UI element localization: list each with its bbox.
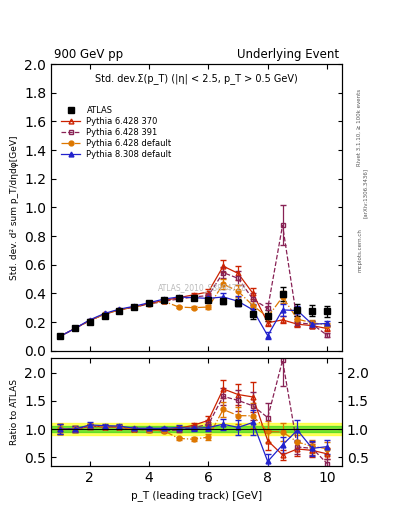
Legend: ATLAS, Pythia 6.428 370, Pythia 6.428 391, Pythia 6.428 default, Pythia 8.308 de: ATLAS, Pythia 6.428 370, Pythia 6.428 39…: [58, 102, 175, 163]
Text: ATLAS_2010_S8894728: ATLAS_2010_S8894728: [158, 283, 247, 292]
X-axis label: p_T (leading track) [GeV]: p_T (leading track) [GeV]: [131, 490, 262, 501]
Y-axis label: Ratio to ATLAS: Ratio to ATLAS: [10, 379, 19, 445]
Text: mcplots.cern.ch: mcplots.cern.ch: [357, 228, 362, 272]
Text: Underlying Event: Underlying Event: [237, 48, 339, 61]
Y-axis label: Std. dev. d² sum p_T/dηdφ[GeV]: Std. dev. d² sum p_T/dηdφ[GeV]: [9, 135, 18, 280]
Text: Rivet 3.1.10, ≥ 100k events: Rivet 3.1.10, ≥ 100k events: [357, 89, 362, 166]
Text: [arXiv:1306.3436]: [arXiv:1306.3436]: [363, 168, 368, 218]
Bar: [51, 423, 342, 435]
Text: 900 GeV pp: 900 GeV pp: [54, 48, 123, 61]
Bar: [51, 426, 342, 432]
Text: Std. dev.Σ(p_T) (|η| < 2.5, p_T > 0.5 GeV): Std. dev.Σ(p_T) (|η| < 2.5, p_T > 0.5 Ge…: [95, 73, 298, 83]
